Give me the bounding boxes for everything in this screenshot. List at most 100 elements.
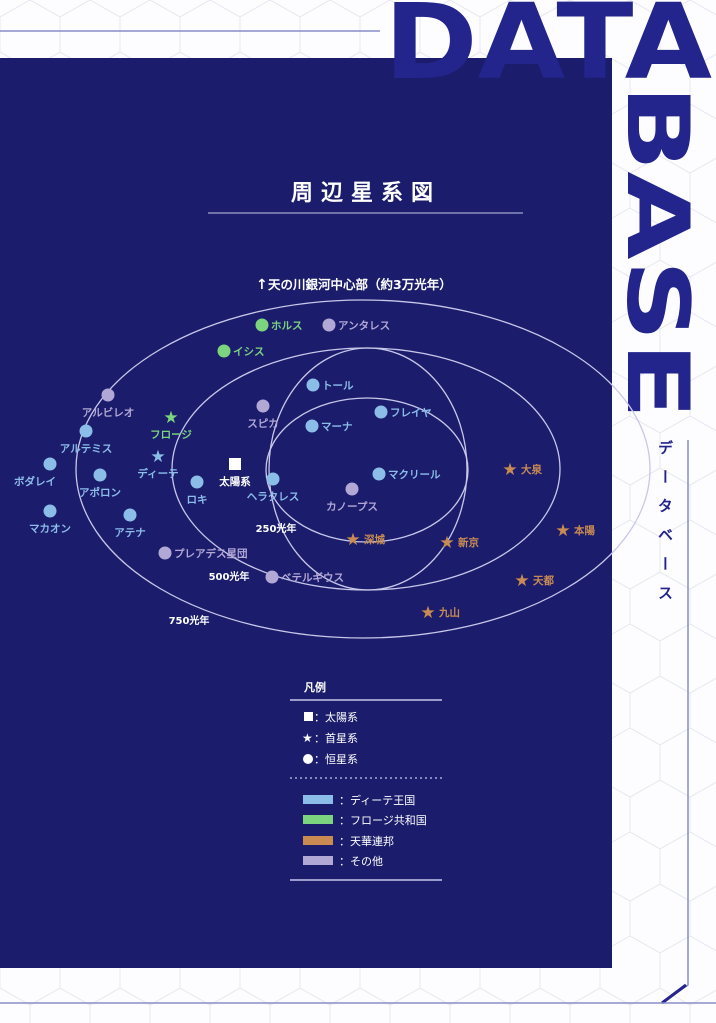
system-star-system: アポロン xyxy=(79,468,121,499)
system-label: アンタレス xyxy=(338,320,390,332)
ring-250 xyxy=(265,397,469,543)
system-solar-system: 太陽系 xyxy=(218,458,251,488)
system-star-system: ヘラクレス xyxy=(247,472,300,503)
system-star-system: アルビレオ xyxy=(82,388,134,419)
star-icon: ★ xyxy=(514,571,529,591)
system-capital: ★ 本陽 xyxy=(555,521,595,541)
system-star-system: マーナ xyxy=(305,419,353,433)
circle-icon xyxy=(190,475,204,489)
system-label: ホルス xyxy=(271,320,303,332)
star-icon: ★ xyxy=(345,530,360,550)
circle-icon xyxy=(372,467,386,481)
circle-icon xyxy=(374,405,388,419)
system-label: ボダレイ xyxy=(14,475,56,488)
star-icon: ★ xyxy=(163,408,178,428)
system-label: 天都 xyxy=(533,574,554,587)
system-star-system: アンタレス xyxy=(322,318,390,332)
circle-icon xyxy=(93,468,107,482)
square-icon xyxy=(229,458,241,470)
system-label: イシス xyxy=(233,346,265,358)
system-label: 大泉 xyxy=(521,463,542,476)
circle-icon xyxy=(43,504,57,518)
system-star-system: スピカ xyxy=(247,399,279,430)
square-icon xyxy=(304,712,313,721)
legend-title: 凡例 xyxy=(304,680,326,694)
system-star-system: プレアデス星団 xyxy=(158,546,248,560)
system-star-system: ボダレイ xyxy=(14,457,57,488)
circle-icon xyxy=(256,399,270,413)
legend-swatch-diete xyxy=(303,795,333,804)
ring-label-500: 500光年 xyxy=(209,570,250,583)
circle-icon xyxy=(305,419,319,433)
system-label: ロキ xyxy=(187,494,208,506)
circle-icon xyxy=(265,570,279,584)
legend-faction-label: ：フロージ共和国 xyxy=(339,814,427,827)
map-title: 周辺星系図 xyxy=(291,181,441,206)
circle-icon xyxy=(123,508,137,522)
system-label: トール xyxy=(322,380,354,392)
legend-swatch-tenka xyxy=(303,836,333,845)
system-capital: ★ 九山 xyxy=(420,603,460,623)
legend: 凡例 ：太陽系 ★ ：首星系 ：恒星系 ：ディーテ王国 ：フロージ共和国 ：天華… xyxy=(290,680,442,881)
system-star-system: フレイヤ xyxy=(374,405,432,419)
system-label: アテナ xyxy=(114,527,146,539)
legend-symbol-label: ：太陽系 xyxy=(314,711,358,724)
circle-icon xyxy=(303,754,313,764)
system-capital: ★ 天都 xyxy=(514,571,554,591)
circle-icon xyxy=(345,482,359,496)
system-star-system: イシス xyxy=(217,344,265,358)
system-label: アポロン xyxy=(79,486,121,499)
circle-icon xyxy=(255,318,269,332)
star-icon: ★ xyxy=(555,521,570,541)
circle-icon xyxy=(217,344,231,358)
system-star-system: カノープス xyxy=(326,482,378,513)
ring-label-250: 250光年 xyxy=(256,522,297,535)
circle-icon xyxy=(322,318,336,332)
distance-rings xyxy=(75,299,651,639)
system-label: 九山 xyxy=(438,606,460,619)
system-label: ヘラクレス xyxy=(247,491,300,503)
galactic-center-label: 天の川銀河中心部（約3万光年） xyxy=(268,277,452,292)
system-label: 太陽系 xyxy=(218,475,251,488)
ring-label-750: 750光年 xyxy=(169,614,210,627)
star-icon: ★ xyxy=(439,533,454,553)
ring-750 xyxy=(75,299,651,639)
star-icon: ★ xyxy=(302,731,313,745)
legend-faction-label: ：ディーテ王国 xyxy=(339,793,415,807)
circle-icon xyxy=(43,457,57,471)
system-star-system: ロキ xyxy=(187,475,208,506)
ring-inner-tall xyxy=(268,347,468,591)
system-capital: ★ 深城 xyxy=(345,530,385,550)
system-label: マーナ xyxy=(321,421,353,433)
system-label: 深城 xyxy=(364,533,385,546)
system-label: フレイヤ xyxy=(390,407,432,419)
legend-symbol-label: ：恒星系 xyxy=(314,753,358,766)
legend-swatch-other xyxy=(303,856,333,865)
system-label: 本陽 xyxy=(574,524,595,537)
up-arrow-icon: ↑ xyxy=(256,277,268,293)
logo-word-data: DATA xyxy=(384,0,712,103)
system-star-system: アルテミス xyxy=(60,424,112,455)
star-icon: ★ xyxy=(150,447,165,467)
legend-faction-label: ：天華連邦 xyxy=(339,834,394,848)
legend-faction-label: ：その他 xyxy=(339,855,383,868)
subtitle-vertical: データベース xyxy=(656,440,674,614)
system-star-system: アテナ xyxy=(114,508,146,539)
system-star-system: ベテルギウス xyxy=(265,570,344,584)
system-star-system: マクリール xyxy=(372,467,441,481)
star-icon: ★ xyxy=(420,603,435,623)
system-label: カノープス xyxy=(326,500,378,513)
system-capital: ★フロージ xyxy=(150,408,192,441)
system-label: プレアデス星団 xyxy=(174,547,248,560)
system-label: スピカ xyxy=(247,418,279,430)
system-label: マクリール xyxy=(388,469,441,481)
circle-icon xyxy=(158,546,172,560)
system-star-system: マカオン xyxy=(29,504,71,535)
circle-icon xyxy=(101,388,115,402)
system-label: 新京 xyxy=(458,536,479,549)
star-icon: ★ xyxy=(502,460,517,480)
legend-swatch-frozi xyxy=(303,815,333,824)
system-capital: ★ディーテ xyxy=(137,447,178,480)
circle-icon xyxy=(266,472,280,486)
